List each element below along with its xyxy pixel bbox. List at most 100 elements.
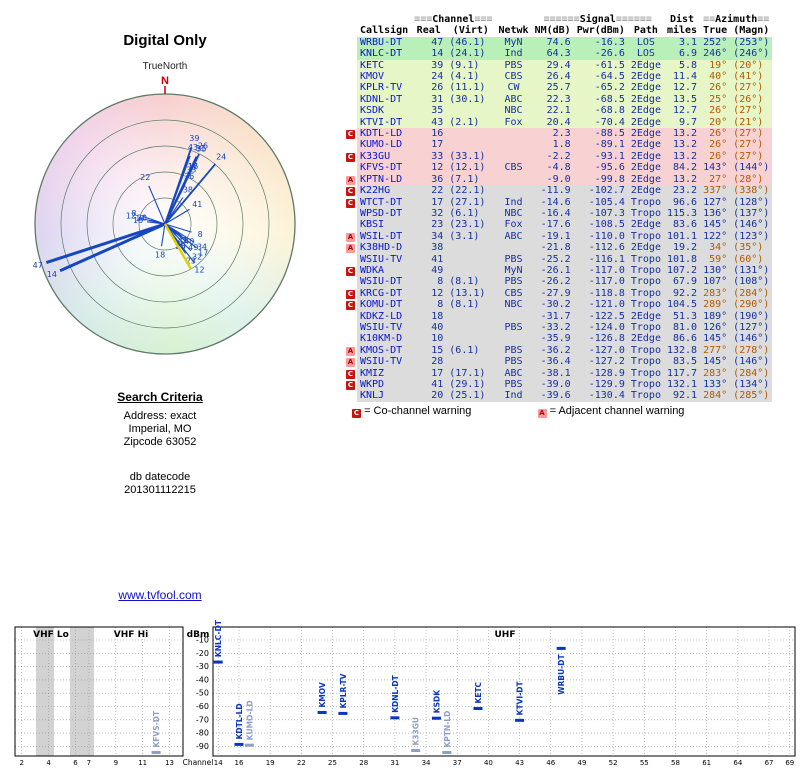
cell-path: Tropo (627, 207, 664, 220)
cell-network: CBS (495, 162, 532, 174)
cell-azimuth-true: 122° (700, 230, 731, 243)
station-signal-dash (151, 751, 161, 754)
co-channel-warning-icon: C (346, 381, 355, 390)
table-group-header-row: ≡≡≡Channel≡≡≡ ≡≡≡≡≡≡Signal≡≡≡≡≡≡ Dist ≡≡… (344, 14, 772, 25)
cell-path: 2Edge (627, 128, 664, 140)
cell-nm-db: -16.4 (531, 207, 574, 220)
cell-virtual-channel: (8.1) (446, 276, 496, 288)
table-row: WRBU-DT 47 (46.1) MyN 74.6 -16.3 LOS 3.1 252° (25… (344, 36, 773, 49)
cell-path: Tropo (627, 379, 664, 391)
search-criteria-heading: Search Criteria (117, 390, 203, 404)
site-link-wrap: www.tvfool.com (55, 588, 265, 602)
cell-callsign[interactable]: KUMO-LD (357, 139, 412, 151)
cell-callsign[interactable]: K38HD-D (357, 242, 412, 254)
cell-virtual-channel: (24.1) (446, 48, 496, 60)
radar-arm-channel-label: 26 (198, 142, 208, 151)
warn-cell: C (344, 367, 357, 379)
cell-distance-miles: 5.8 (663, 59, 701, 72)
station-marks: KFVS-DT KNLC-DT KDTL-LD KUMO-LD KMOV KPLR-TV K… (151, 619, 566, 754)
column-header-netwk: Netwk (498, 25, 529, 37)
cell-callsign[interactable]: WSIU-TV (357, 253, 412, 265)
warn-cell: A (344, 356, 357, 368)
cell-callsign[interactable]: KDKZ-LD (357, 310, 412, 322)
x-tick-label: 58 (671, 759, 680, 767)
adjacent-channel-warning-icon: A (346, 175, 355, 185)
cell-callsign[interactable]: KRCG-DT (357, 287, 412, 300)
cell-azimuth-true: 136° (700, 207, 731, 220)
cell-network (495, 242, 532, 254)
cell-callsign[interactable]: KSDK (357, 105, 412, 117)
cell-azimuth-magnetic: (27°) (730, 105, 773, 117)
column-header-magn: (Magn) (733, 25, 770, 37)
search-city: Imperial, MO (128, 423, 192, 435)
cell-nm-db: -27.9 (531, 287, 574, 300)
cell-callsign[interactable]: KDTL-LD (357, 128, 412, 140)
cell-callsign[interactable]: KTVI-DT (357, 116, 412, 129)
cell-pwr-dbm: -116.1 (573, 253, 628, 265)
column-header-true: True (703, 25, 728, 37)
cell-callsign[interactable]: KNLJ (357, 390, 412, 402)
cell-azimuth-magnetic: (253°) (730, 36, 773, 49)
cell-callsign[interactable]: KNLC-DT (357, 48, 412, 60)
table-row: KSDK 35 NBC 22.1 -68.8 2Edge 12.7 26° (27°) (344, 105, 773, 117)
cell-callsign[interactable]: WSIU-TV (357, 321, 412, 334)
station-callsign-label: KPTN-LD (443, 711, 452, 748)
co-channel-warning-icon: C (346, 198, 355, 208)
cell-callsign[interactable]: KPLR-TV (357, 82, 412, 94)
cell-azimuth-true: 133° (700, 379, 731, 391)
cell-callsign[interactable]: WRBU-DT (357, 36, 412, 49)
tvfool-link[interactable]: www.tvfool.com (118, 588, 202, 602)
table-row: WPSD-DT 32 (6.1) NBC -16.4 -107.3 Tropo 115.3 13… (344, 207, 773, 220)
cell-nm-db: -17.6 (531, 219, 574, 231)
radar-arm-channel-label: 40 (184, 237, 194, 246)
cell-callsign[interactable]: K10KM-D (357, 333, 412, 345)
cell-callsign[interactable]: WSIU-TV (357, 356, 412, 368)
cell-virtual-channel (446, 242, 496, 254)
radar-arm (164, 208, 190, 225)
signal-group-header: ≡≡≡≡≡≡Signal≡≡≡≡≡≡ (543, 14, 652, 25)
cell-callsign[interactable]: KETC (357, 59, 412, 72)
cell-path: 2Edge (627, 242, 664, 254)
cell-azimuth-true: 289° (700, 299, 731, 311)
cell-callsign[interactable]: K33GU (357, 150, 412, 163)
cell-callsign[interactable]: KBSI (357, 219, 412, 231)
cell-callsign[interactable]: KPTN-LD (357, 173, 412, 186)
radar-arm-channel-label: 33 (186, 166, 196, 175)
cell-path: LOS (627, 48, 664, 60)
x-tick-label: 40 (484, 759, 493, 767)
cell-callsign[interactable]: KMOV (357, 71, 412, 83)
radar-arm-channel-label: 36 (184, 172, 194, 181)
warn-cell (344, 71, 357, 83)
cell-callsign[interactable]: KOMU-DT (357, 299, 412, 311)
station-signal-dash (411, 749, 421, 753)
x-tick-label: 13 (165, 759, 174, 767)
warn-cell (344, 105, 357, 117)
station-signal-dash (213, 660, 223, 664)
cell-callsign[interactable]: KDNL-DT (357, 93, 412, 106)
cell-pwr-dbm: -89.1 (573, 139, 628, 151)
cell-callsign[interactable]: KFVS-DT (357, 162, 412, 174)
cell-callsign[interactable]: KMOS-DT (357, 344, 412, 357)
cell-path: 2Edge (627, 82, 664, 94)
cell-callsign[interactable]: WDKA (357, 264, 412, 277)
cell-distance-miles: 13.2 (663, 150, 701, 163)
cell-pwr-dbm: -110.0 (573, 230, 628, 243)
radar-arm-channel-label: 43 (188, 143, 198, 152)
radar-arm-channel-label: 22 (140, 173, 150, 182)
cell-callsign[interactable]: WKPD (357, 379, 412, 391)
cell-callsign[interactable]: KMIZ (357, 367, 412, 379)
table-row: A KPTN-LD 36 (7.1) -9.0 -99.8 2Edge 13.2 27° (28°… (344, 173, 773, 186)
cell-callsign[interactable]: WPSD-DT (357, 207, 412, 220)
station-signal-dash (431, 716, 441, 720)
cell-callsign[interactable]: WSIL-DT (357, 230, 412, 243)
cell-callsign[interactable]: WSIU-DT (357, 276, 412, 288)
cell-network (495, 139, 532, 151)
warn-cell: A (344, 230, 357, 243)
cell-callsign[interactable]: WTCT-DT (357, 196, 412, 208)
cell-pwr-dbm: -130.4 (573, 390, 628, 402)
cell-callsign[interactable]: K22HG (357, 185, 412, 197)
cell-azimuth-true: 283° (700, 367, 731, 379)
radar-arm-channel-label: 16 (188, 162, 198, 171)
radar-plot: 4714392426313543161733123622173223343841… (33, 86, 296, 355)
cell-azimuth-magnetic: (27°) (730, 139, 773, 151)
